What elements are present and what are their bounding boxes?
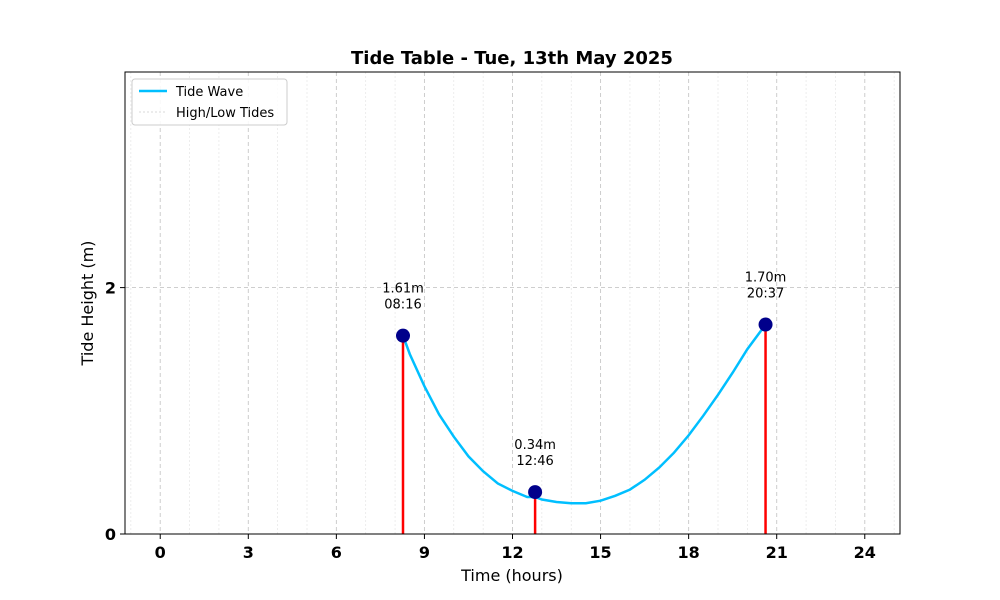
x-tick-label: 12 — [501, 543, 523, 562]
y-tick-label: 2 — [105, 279, 116, 298]
chart-title: Tide Table - Tue, 13th May 2025 — [351, 48, 673, 69]
x-tick-label: 9 — [419, 543, 430, 562]
tide-height-label: 0.34m — [514, 438, 556, 453]
tide-wave-line — [401, 323, 767, 505]
x-tick-label: 0 — [155, 543, 166, 562]
x-tick-label: 24 — [854, 543, 876, 562]
y-axis-label: Tide Height (m) — [78, 241, 97, 367]
tide-height-label: 1.70m — [745, 271, 787, 286]
legend: Tide Wave High/Low Tides — [131, 78, 288, 126]
y-axis-ticks: 02 — [105, 279, 125, 544]
x-tick-label: 21 — [766, 543, 788, 562]
tide-time-label: 12:46 — [516, 454, 553, 469]
x-tick-label: 15 — [589, 543, 611, 562]
tide-marker — [528, 485, 543, 500]
x-axis-ticks: 0 3 6 9 12 15 18 21 24 — [155, 534, 876, 562]
tide-time-label: 20:37 — [747, 287, 784, 302]
y-tick-label: 0 — [105, 525, 116, 544]
x-tick-label: 18 — [678, 543, 700, 562]
legend-wave-label: Tide Wave — [175, 85, 243, 100]
tide-height-label: 1.61m — [382, 282, 424, 297]
tide-time-label: 08:16 — [384, 298, 421, 313]
x-tick-label: 6 — [331, 543, 342, 562]
x-axis-label: Time (hours) — [460, 566, 563, 585]
grid-lines — [125, 72, 900, 534]
tide-marker — [396, 328, 411, 343]
legend-tides-label: High/Low Tides — [176, 106, 274, 121]
tide-marker — [758, 317, 773, 332]
x-tick-label: 3 — [243, 543, 254, 562]
legend-box — [131, 78, 288, 126]
